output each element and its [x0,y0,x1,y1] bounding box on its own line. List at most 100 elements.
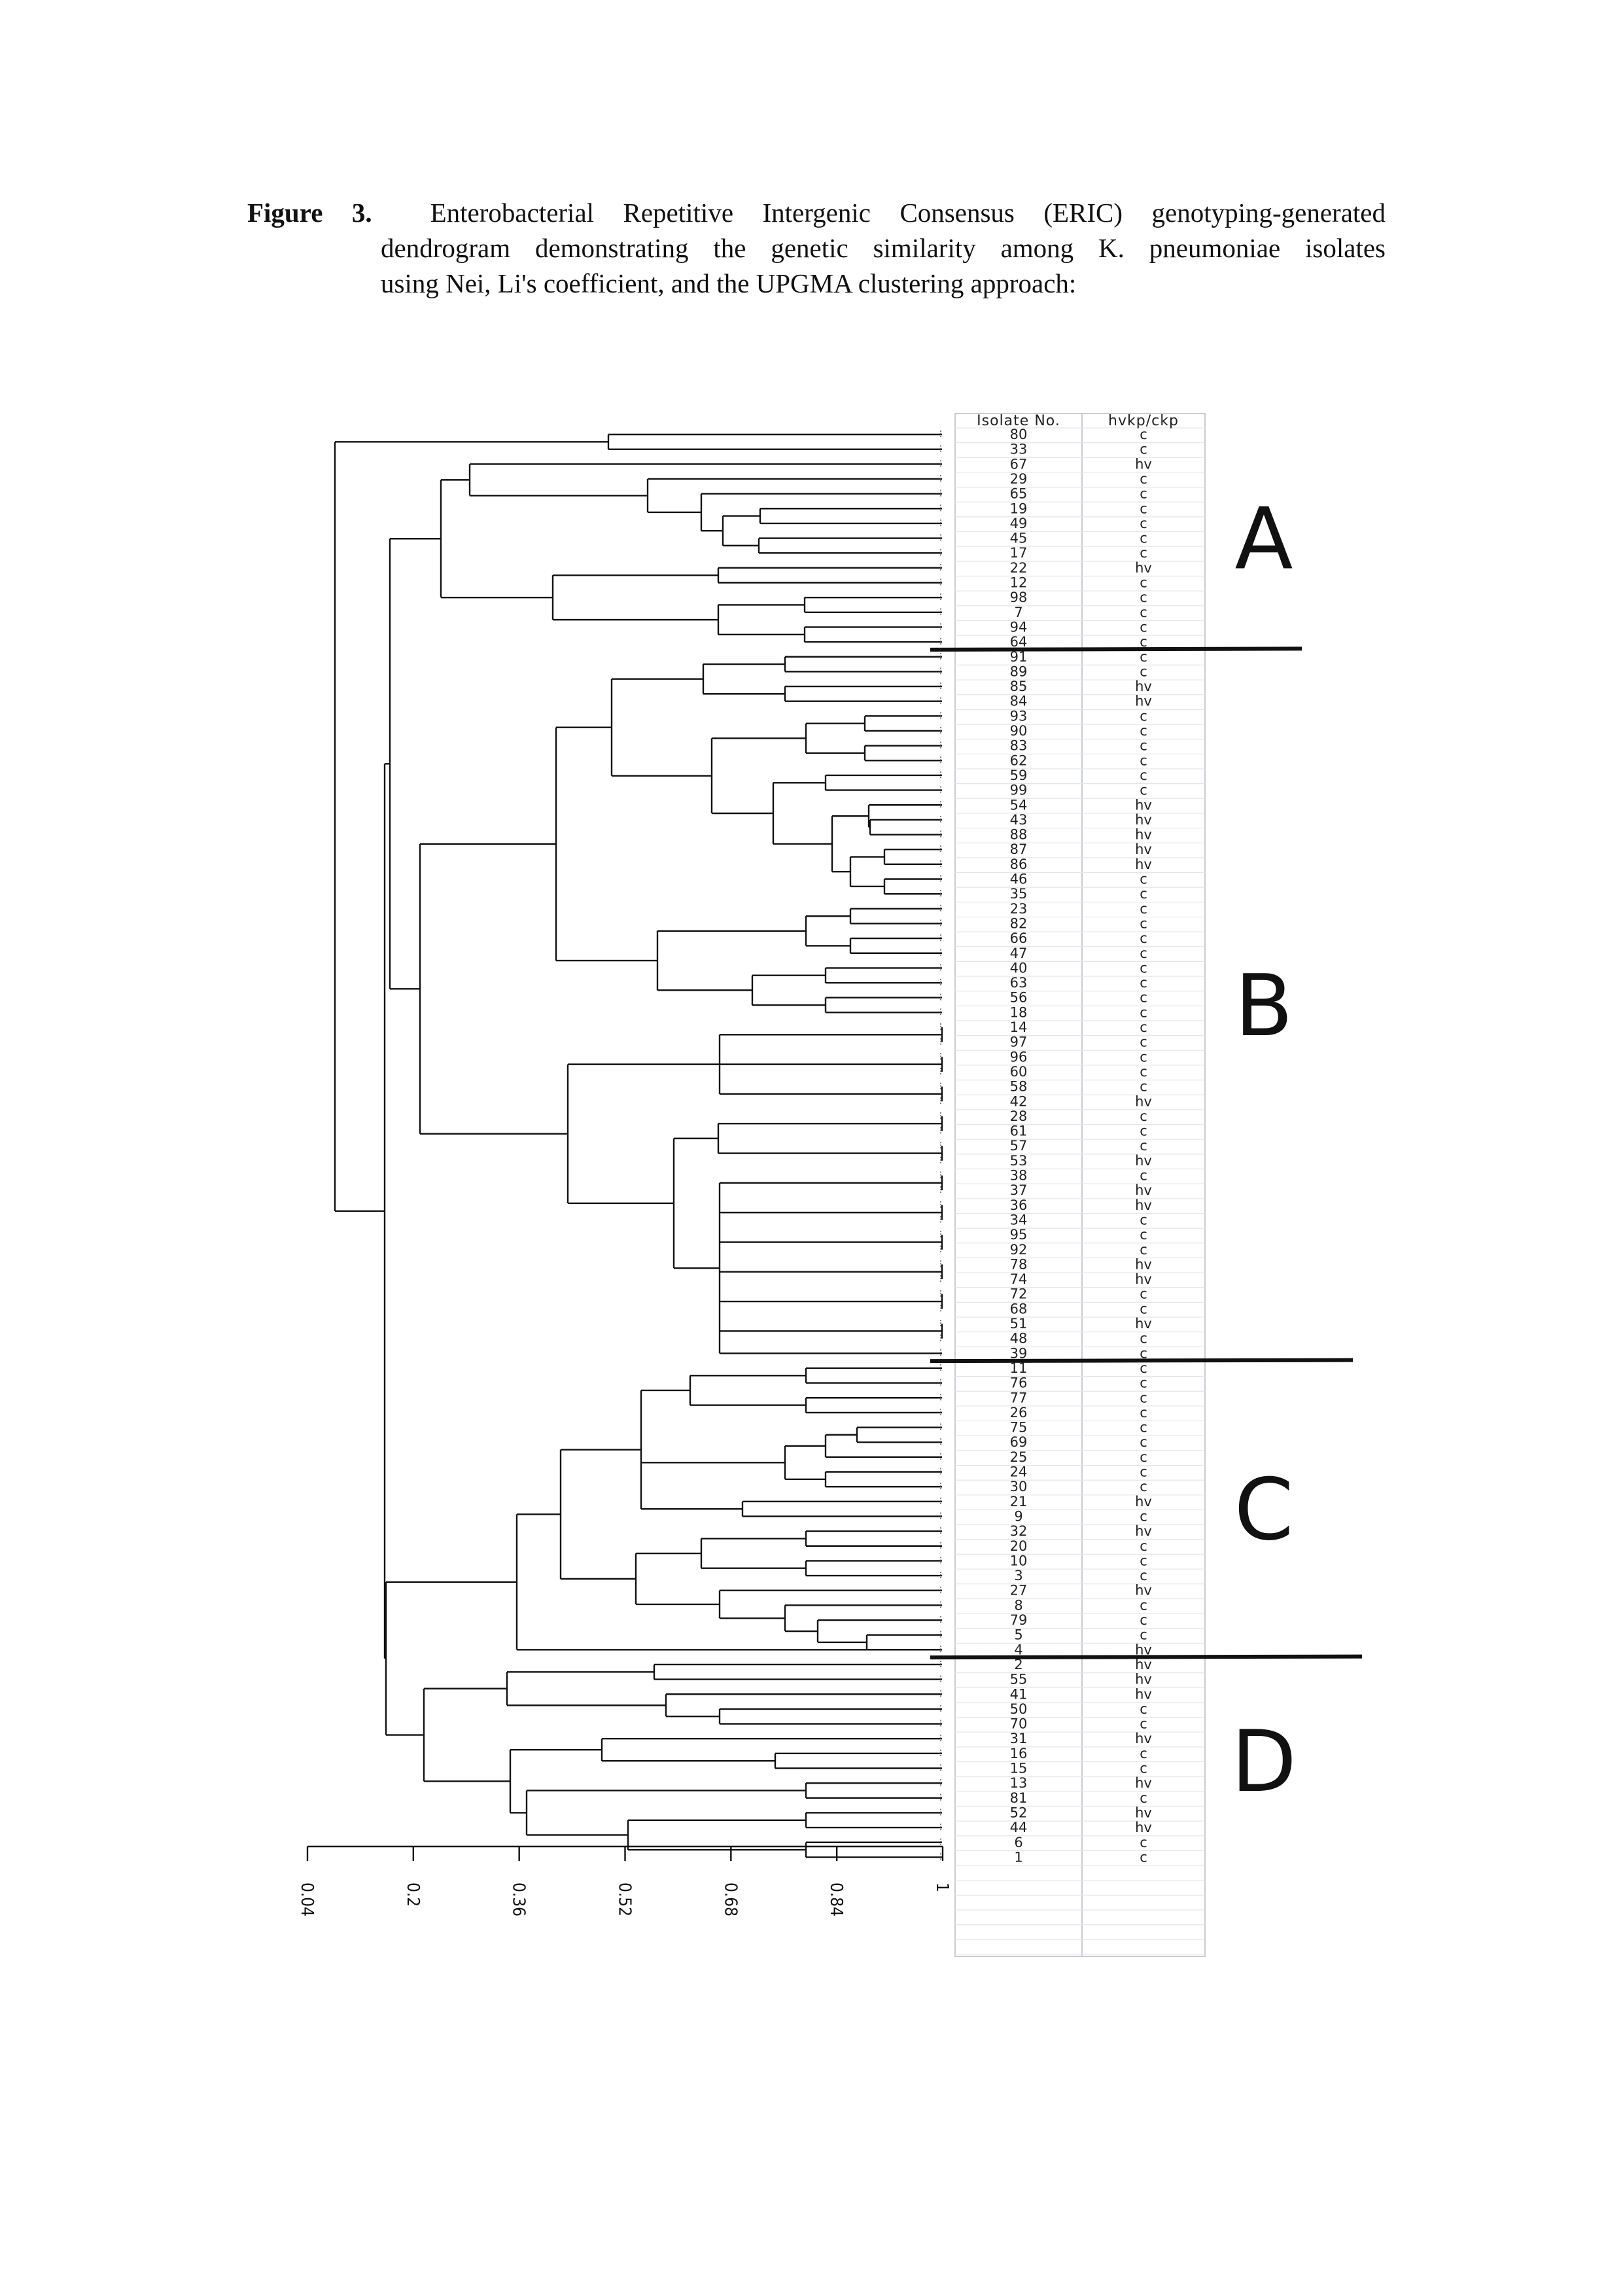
isolate-type: c [1140,768,1147,783]
isolate-number: 1 [1014,1849,1022,1865]
isolate-number: 60 [1010,1064,1028,1080]
isolate-number: 42 [1010,1093,1028,1109]
isolate-type: c [1140,1331,1147,1347]
isolate-type: c [1140,752,1147,768]
isolate-number: 47 [1010,945,1028,961]
isolate-number: 83 [1010,738,1028,754]
isolate-type: c [1140,872,1147,887]
isolate-number: 29 [1010,471,1028,487]
isolate-number: 21 [1010,1494,1028,1510]
axis-tick-label: 0.04 [297,1882,317,1916]
isolate-number: 34 [1010,1212,1028,1227]
cluster-labels: A B C D [1231,489,1297,1812]
isolate-type: c [1140,738,1147,754]
isolate-type: c [1140,1716,1147,1732]
isolate-type: hv [1135,1820,1152,1835]
isolate-number: 97 [1010,1034,1028,1050]
isolate-number: 96 [1010,1049,1028,1065]
isolate-number: 17 [1010,545,1028,561]
isolate-number: 84 [1010,694,1028,709]
table-header-type: hvkp/ckp [1108,413,1179,429]
isolate-type: c [1140,975,1147,991]
isolate-type: c [1140,1345,1147,1361]
isolate-number: 62 [1010,752,1028,768]
isolate-number: 93 [1010,708,1028,724]
isolate-number: 63 [1010,975,1028,991]
isolate-type: c [1140,442,1147,457]
isolate-number: 72 [1010,1286,1028,1302]
isolate-type: c [1140,1746,1147,1761]
isolate-number: 19 [1010,501,1028,516]
isolate-number: 45 [1010,531,1028,546]
isolate-type: hv [1135,1672,1152,1687]
cluster-label-a: A [1235,489,1293,589]
isolate-type: hv [1135,1316,1152,1332]
isolate-number: 75 [1010,1420,1028,1436]
isolate-number: 50 [1010,1701,1028,1717]
isolate-type: c [1140,1790,1147,1806]
isolate-number: 77 [1010,1390,1028,1405]
isolate-number: 20 [1010,1538,1028,1554]
isolate-type: hv [1135,1805,1152,1820]
isolate-type: c [1140,886,1147,902]
isolate-number: 87 [1010,841,1028,857]
isolate-type: c [1140,1242,1147,1258]
isolate-type: hv [1135,1523,1152,1539]
isolate-type: c [1140,1227,1147,1243]
isolate-number: 76 [1010,1375,1028,1391]
isolate-type: c [1140,783,1147,798]
axis-tick-label: 0.84 [826,1882,846,1916]
isolate-type: hv [1135,1197,1152,1213]
isolate-type: hv [1135,1182,1152,1198]
isolate-type: hv [1135,1153,1152,1169]
isolate-type: c [1140,1508,1147,1524]
isolate-number: 8 [1014,1597,1022,1613]
axis-tick-label: 0.52 [615,1882,635,1916]
isolate-type: hv [1135,679,1152,694]
isolate-number: 28 [1010,1108,1028,1124]
isolate-number: 92 [1010,1242,1028,1258]
cluster-divider [930,1654,1363,1660]
isolate-type: c [1140,1079,1147,1095]
isolate-number: 56 [1010,990,1028,1006]
isolate-number: 82 [1010,915,1028,931]
dendrogram-tree [334,431,943,1862]
isolate-number: 16 [1010,1746,1028,1761]
isolate-type: c [1140,930,1147,946]
isolate-type: c [1140,1612,1147,1628]
isolate-number: 43 [1010,812,1028,828]
isolate-number: 9 [1014,1508,1022,1524]
isolate-type: c [1140,1286,1147,1302]
caption-line-2: dendrogram demonstrating the genetic sim… [381,233,1386,263]
cluster-divider [930,1358,1353,1364]
cluster-dividers [930,646,1363,1660]
isolate-number: 24 [1010,1464,1028,1480]
isolate-type: c [1140,1049,1147,1065]
isolate-type: c [1140,501,1147,516]
isolate-number: 40 [1010,960,1028,976]
isolate-type: hv [1135,797,1152,813]
isolate-type: c [1140,649,1147,665]
isolate-number: 65 [1010,486,1028,502]
isolate-type: c [1140,723,1147,739]
isolate-type: c [1140,1123,1147,1139]
isolate-number: 70 [1010,1716,1028,1732]
isolate-number: 48 [1010,1331,1028,1347]
isolate-number: 13 [1010,1775,1028,1791]
isolate-type: c [1140,1064,1147,1080]
isolate-number: 59 [1010,768,1028,783]
isolate-type: hv [1135,1642,1152,1657]
isolate-type: hv [1135,1093,1152,1109]
isolate-type: c [1140,1464,1147,1480]
isolate-type: c [1140,901,1147,917]
isolate-number: 58 [1010,1079,1028,1095]
isolate-type: c [1140,1627,1147,1643]
isolate-type: c [1140,1420,1147,1436]
isolate-type: c [1140,1034,1147,1050]
isolate-number: 38 [1010,1168,1028,1184]
isolate-number: 98 [1010,590,1028,605]
isolate-type: c [1140,1835,1147,1850]
isolate-type: c [1140,1138,1147,1154]
isolate-number: 66 [1010,930,1028,946]
